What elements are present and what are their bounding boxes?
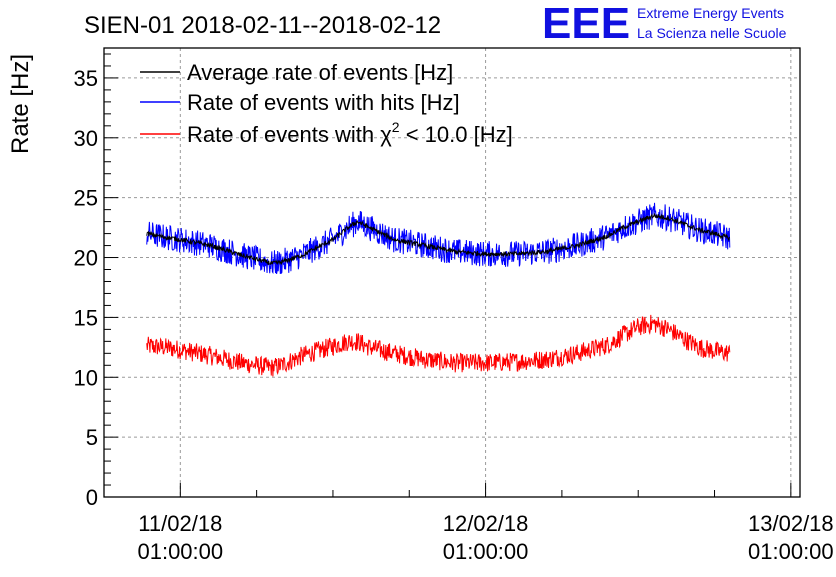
x-tick-time: 01:00:00 (137, 539, 223, 564)
y-tick-label: 35 (74, 66, 98, 91)
eee-logo: EEE (542, 0, 630, 48)
series-line-chi2 (146, 314, 731, 377)
y-tick-label: 25 (74, 186, 98, 211)
y-tick-label: 20 (74, 246, 98, 271)
y-tick-label: 15 (74, 305, 98, 330)
logo-line-1: Extreme Energy Events (637, 5, 784, 21)
legend-label-chi2: Rate of events with χ2 < 10.0 [Hz] (187, 119, 513, 147)
x-tick-time: 01:00:00 (443, 539, 529, 564)
chart-title: SIEN-01 2018-02-11--2018-02-12 (84, 12, 441, 39)
tick-layer: 0 5 10 15 20 25 30 35 11/02/18 01:00:00 12/02/18 01… (74, 53, 834, 564)
y-tick-label: 10 (74, 365, 98, 390)
x-tick-time: 01:00:00 (748, 539, 834, 564)
legend-label-average: Average rate of events [Hz] (187, 60, 453, 85)
series-layer (146, 202, 731, 377)
x-tick-date: 11/02/18 (138, 511, 222, 536)
logo-line-2: La Scienza nelle Scuole (637, 25, 787, 41)
series-line-average (146, 212, 730, 266)
legend: Average rate of events [Hz] Rate of event… (140, 60, 513, 147)
frame-layer (103, 47, 801, 498)
y-tick-label: 0 (86, 485, 98, 510)
plot-frame (103, 47, 801, 498)
legend-label-hits: Rate of events with hits [Hz] (187, 90, 460, 115)
series-line-hits (146, 202, 731, 275)
y-tick-label: 30 (74, 126, 98, 151)
y-axis-title: Rate [Hz] (7, 54, 34, 154)
x-tick-date: 13/02/18 (748, 511, 834, 536)
y-tick-label: 5 (86, 425, 98, 450)
x-tick-date: 12/02/18 (443, 511, 529, 536)
